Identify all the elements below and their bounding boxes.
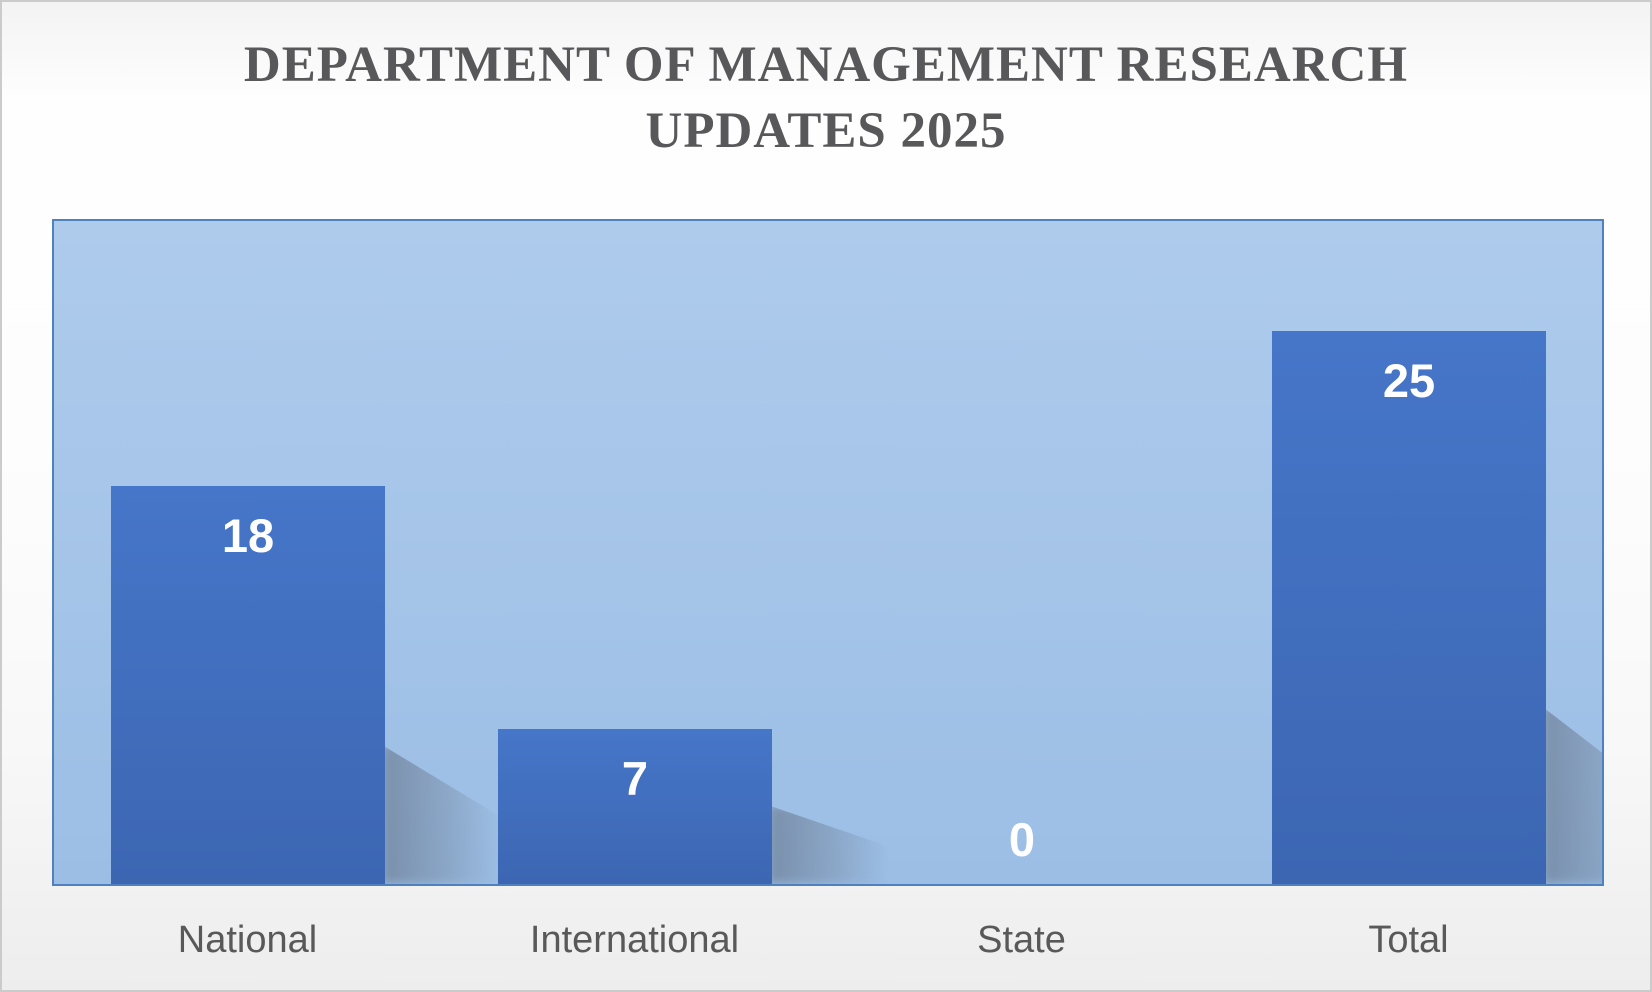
category-label-total: Total — [1368, 919, 1449, 961]
bar-national — [111, 486, 385, 884]
chart-title-line-1: DEPARTMENT OF MANAGEMENT RESEARCH — [243, 37, 1409, 93]
bar-shadow-international — [767, 805, 888, 884]
data-label-international: 7 — [621, 752, 649, 805]
bar-shadow-national — [380, 744, 501, 884]
data-label-national: 18 — [221, 509, 275, 562]
bar-total — [1272, 331, 1546, 884]
category-axis: National International State Total — [54, 914, 1602, 966]
chart-title-line-2: UPDATES 2025 — [645, 103, 1007, 159]
category-label-state: State — [977, 919, 1066, 961]
bar-international — [498, 729, 772, 884]
chart-plot-area: 18 7 0 25 — [52, 219, 1604, 886]
category-label-international: International — [529, 919, 740, 961]
data-label-state: 0 — [1008, 813, 1036, 866]
data-label-total: 25 — [1382, 354, 1436, 407]
chart-title: DEPARTMENT OF MANAGEMENT RESEARCH UPDATE… — [2, 32, 1650, 164]
bar-shadow-total — [1541, 706, 1602, 884]
category-label-national: National — [177, 919, 318, 961]
